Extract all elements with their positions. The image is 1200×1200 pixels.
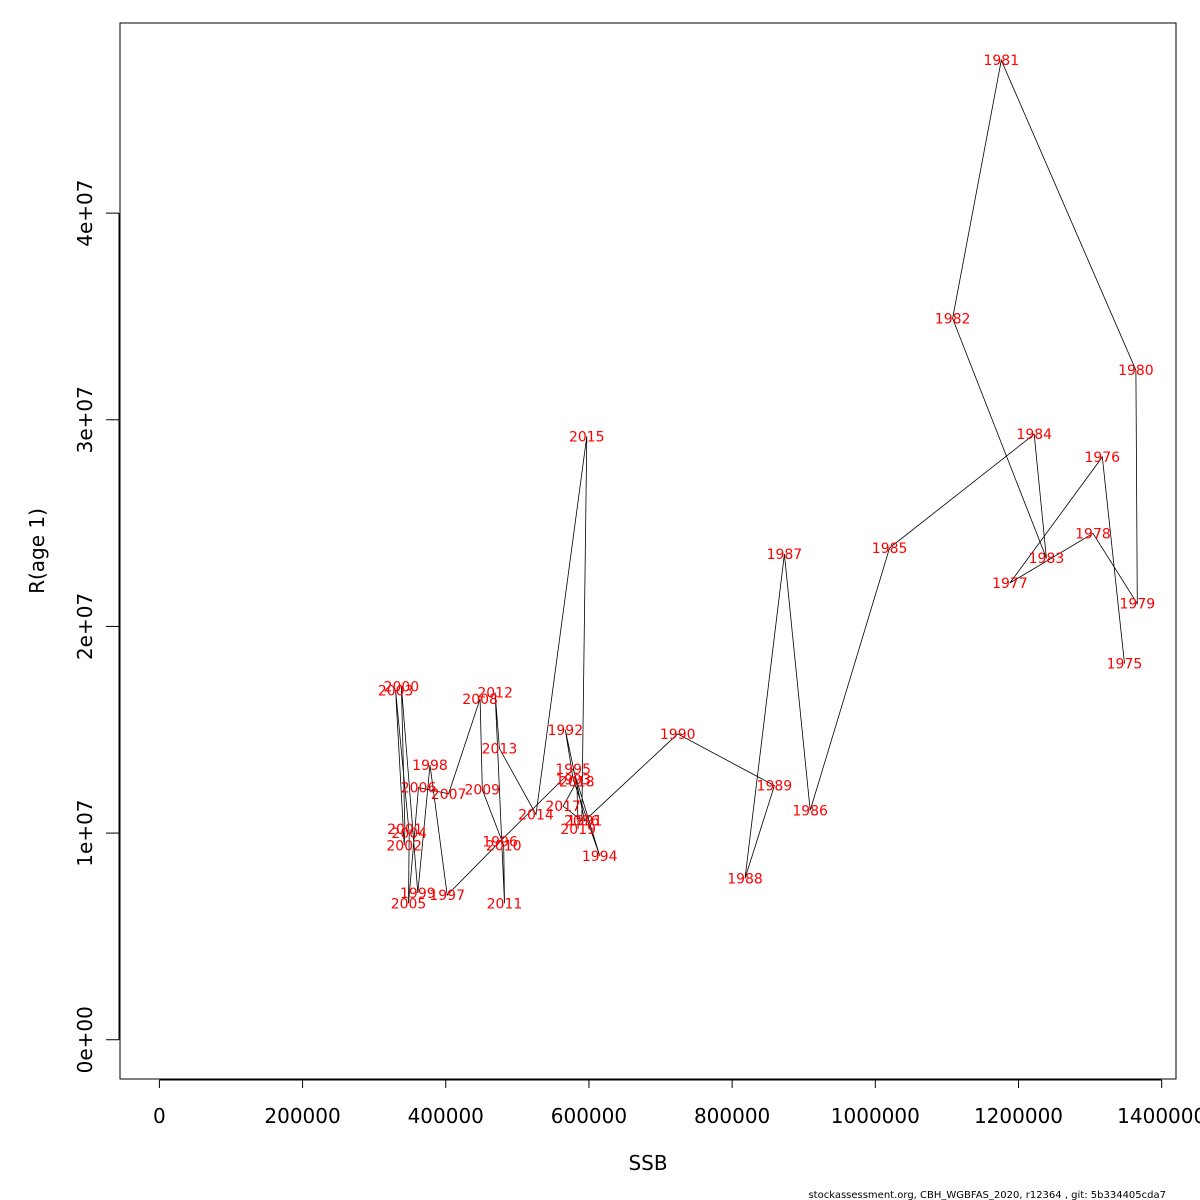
point-label: 2011 (487, 896, 523, 912)
point-label: 1996 (482, 834, 518, 850)
x-tick-label: 1200000 (974, 1104, 1063, 1128)
point-label: 1995 (555, 762, 591, 778)
point-label: 1994 (582, 849, 618, 865)
point-labels: 1975 1976 1977 1978 1979 1980 1981 1982 1983 1984… (378, 53, 1155, 912)
point-label: 1984 (1016, 427, 1052, 443)
point-label: 1990 (660, 727, 696, 743)
footer-credit: stockassessment.org, CBH_WGBFAS_2020, r1… (808, 1190, 1166, 1200)
point-label: 2008 (462, 692, 498, 708)
point-label: 1988 (727, 872, 763, 888)
point-label: 1986 (792, 803, 828, 819)
point-label: 2015 (569, 429, 605, 445)
point-label: 1982 (935, 312, 971, 328)
point-label: 2002 (386, 838, 422, 854)
point-label: 2019 (560, 822, 596, 838)
point-label: 1987 (767, 547, 803, 563)
point-label: 1983 (1029, 551, 1065, 567)
point-label: 2016 (564, 814, 600, 830)
point-label: 2013 (482, 741, 518, 757)
x-axis-title: SSB (628, 1151, 667, 1175)
y-tick-label: 1e+07 (73, 799, 97, 866)
point-label: 1977 (992, 576, 1028, 592)
series-line (395, 58, 1138, 904)
series-line-group (395, 58, 1138, 904)
point-label: 1997 (429, 888, 465, 904)
point-label: 1989 (757, 779, 793, 795)
point-label: 1992 (547, 723, 583, 739)
y-tick-label: 0e+00 (73, 1006, 97, 1073)
point-label: 1998 (412, 758, 448, 774)
point-label: 2006 (401, 781, 437, 797)
point-label: 2005 (391, 896, 427, 912)
y-tick-label: 3e+07 (73, 386, 97, 453)
point-label: 2004 (391, 826, 427, 842)
x-tick-label: 400000 (408, 1104, 484, 1128)
y-tick-label: 4e+07 (73, 179, 97, 246)
point-label: 2018 (559, 774, 595, 790)
point-label: 2010 (486, 838, 522, 854)
point-label: 1978 (1075, 526, 1111, 542)
point-label: 2000 (384, 679, 420, 695)
y-axis: 0e+00 1e+07 2e+07 3e+07 4e+07 (73, 179, 120, 1073)
x-tick-label: 600000 (551, 1104, 627, 1128)
y-tick-label: 2e+07 (73, 593, 97, 660)
point-label: 2007 (431, 787, 467, 803)
point-label: 2009 (464, 783, 500, 799)
point-label: 1979 (1120, 597, 1156, 613)
point-label: 2017 (545, 799, 581, 815)
point-label: 2012 (477, 686, 513, 702)
x-tick-label: 0 (153, 1104, 166, 1128)
point-label: 2003 (378, 683, 414, 699)
x-tick-label: 800000 (694, 1104, 770, 1128)
y-axis-title: R(age 1) (25, 508, 49, 594)
point-label: 1981 (983, 53, 1019, 69)
point-label: 2001 (387, 822, 423, 838)
point-label: 1993 (555, 772, 591, 788)
point-label: 1991 (567, 814, 603, 830)
point-label: 1985 (872, 541, 908, 557)
point-label: 1999 (400, 886, 436, 902)
point-label: 1975 (1107, 657, 1143, 673)
point-label: 2014 (518, 807, 554, 823)
x-tick-label: 1000000 (831, 1104, 920, 1128)
point-label: 1976 (1084, 450, 1120, 466)
plot-frame (119, 22, 1177, 1080)
point-label: 1980 (1118, 363, 1154, 379)
x-tick-label: 200000 (264, 1104, 340, 1128)
x-tick-label: 1400000 (1117, 1104, 1200, 1128)
x-axis: 0 200000 400000 600000 800000 1000000 1200000 1… (153, 1079, 1200, 1128)
